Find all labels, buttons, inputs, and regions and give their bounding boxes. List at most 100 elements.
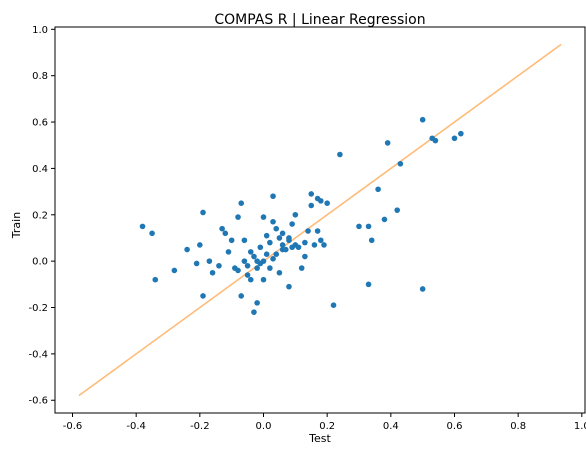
x-tick-label: 0.6 (447, 421, 463, 432)
data-point (251, 309, 257, 315)
x-tick-label: 0.4 (383, 421, 399, 432)
data-point (298, 265, 305, 271)
data-point (267, 265, 273, 271)
data-point (247, 276, 254, 283)
data-point (458, 130, 464, 137)
data-point (282, 246, 289, 253)
data-point (305, 228, 311, 234)
reference-line (78, 43, 562, 397)
data-point (270, 218, 276, 225)
x-tick-label: 0.8 (510, 421, 526, 432)
data-point (286, 283, 292, 290)
y-tick-label: 0.2 (32, 210, 48, 221)
reference-line-layer (78, 43, 562, 397)
points-layer (139, 116, 464, 315)
data-point (279, 242, 286, 248)
data-point (193, 260, 200, 267)
data-point (381, 216, 388, 223)
data-point (257, 244, 264, 251)
data-point (273, 225, 280, 232)
data-point (273, 251, 280, 257)
data-point (251, 253, 257, 260)
data-point (260, 276, 267, 283)
data-point (209, 269, 216, 276)
data-point (225, 249, 232, 255)
data-point (184, 246, 190, 253)
data-point (247, 249, 254, 255)
data-point (292, 211, 299, 218)
y-axis-label: Train (10, 212, 23, 239)
data-point (279, 230, 286, 237)
data-point (263, 251, 270, 257)
data-point (260, 258, 267, 264)
data-point (276, 269, 283, 276)
data-point (200, 209, 206, 216)
data-point (235, 267, 241, 274)
data-point (235, 214, 241, 220)
data-point (238, 293, 245, 299)
data-point (330, 302, 337, 308)
y-tick-label: -0.6 (28, 396, 48, 407)
data-point (432, 137, 439, 144)
data-point (419, 286, 426, 292)
data-point (365, 281, 372, 288)
data-point (384, 140, 391, 146)
data-point (276, 235, 283, 241)
data-point (139, 223, 146, 230)
data-point (254, 300, 260, 306)
data-point (317, 237, 324, 244)
data-point (171, 267, 178, 274)
data-point (321, 242, 327, 248)
data-point (216, 262, 222, 269)
x-tick-label: -0.4 (126, 421, 146, 432)
x-tick-label: 0.0 (256, 421, 272, 432)
data-point (317, 198, 324, 204)
data-point (337, 151, 343, 158)
x-tick-label: 1.0 (574, 421, 586, 432)
data-point (270, 256, 276, 262)
data-point (419, 116, 426, 123)
data-point (267, 239, 273, 246)
data-point (263, 232, 270, 239)
data-point (197, 242, 203, 248)
data-point (451, 135, 458, 142)
data-point (254, 258, 260, 264)
data-point (228, 237, 235, 244)
x-tick-label: -0.6 (63, 421, 83, 432)
y-tick-label: 1.0 (32, 25, 48, 36)
chart-title: COMPAS R | Linear Regression (214, 12, 425, 28)
data-point (324, 200, 330, 206)
x-axis-ticks: -0.6 -0.4 -0.2 0.0 0.2 0.4 0.6 0.8 1.0 (63, 413, 586, 432)
data-point (289, 221, 295, 227)
data-point (308, 202, 315, 209)
y-tick-label: 0.6 (32, 118, 48, 129)
data-point (302, 253, 308, 260)
data-point (200, 293, 206, 299)
data-point (375, 186, 381, 193)
data-point (368, 237, 375, 244)
y-axis-ticks: -0.6 -0.4 -0.2 0.0 0.2 0.4 0.6 0.8 1.0 (28, 25, 55, 407)
data-point (397, 160, 404, 167)
data-point (286, 235, 292, 241)
axes-frame (54, 26, 586, 414)
data-point (295, 244, 302, 251)
y-tick-label: 0.0 (32, 257, 48, 268)
data-point (244, 262, 251, 269)
y-tick-label: -0.2 (28, 303, 48, 314)
data-point (241, 237, 248, 244)
x-axis-label: Test (308, 432, 331, 445)
data-point (260, 214, 267, 220)
data-point (206, 258, 213, 264)
data-point (394, 207, 400, 213)
data-point (152, 276, 159, 283)
data-point (270, 193, 276, 200)
y-tick-label: 0.4 (32, 164, 48, 175)
data-point (244, 272, 251, 278)
data-point (356, 223, 362, 230)
data-point (311, 242, 318, 248)
x-tick-label: -0.2 (190, 421, 210, 432)
data-point (314, 228, 321, 234)
data-point (308, 191, 315, 197)
data-point (365, 223, 372, 230)
